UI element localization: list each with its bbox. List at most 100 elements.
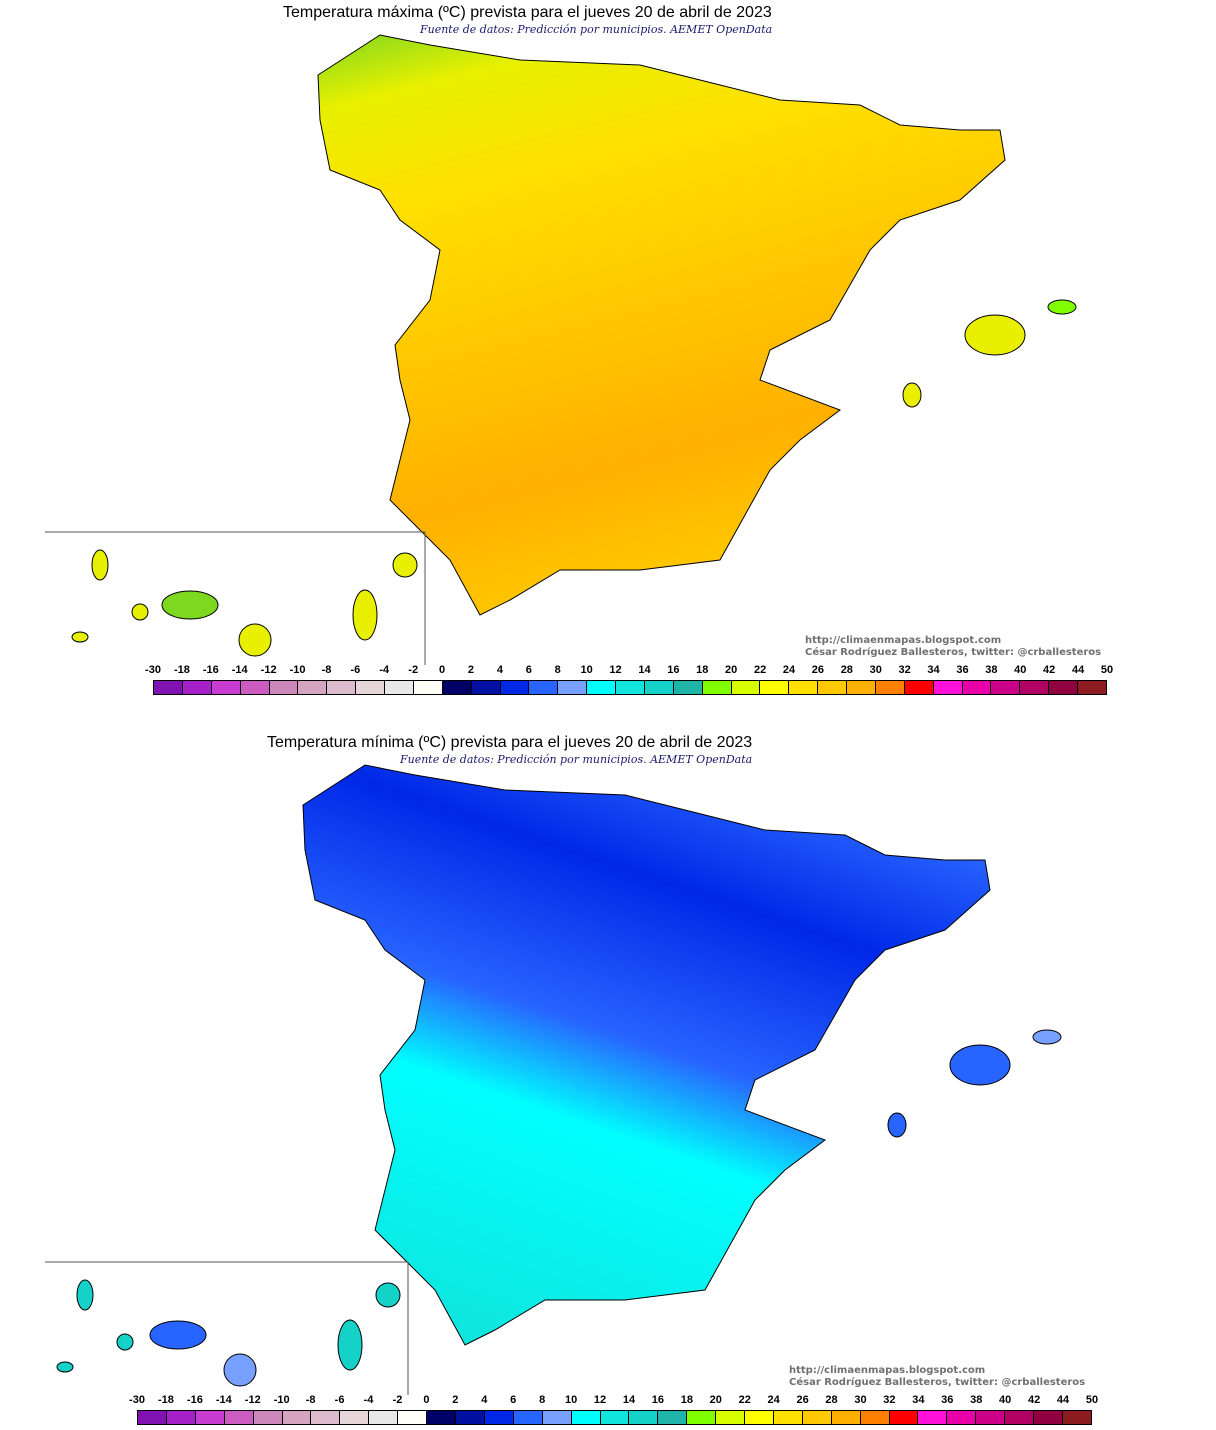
legend-swatch — [211, 681, 241, 694]
legend-label: -14 — [215, 1394, 232, 1406]
legend-swatch — [356, 681, 385, 694]
legend-label: -12 — [260, 664, 277, 676]
legend-swatch — [1005, 1411, 1035, 1424]
balearic-ibiza — [887, 1112, 907, 1138]
legend-label: -16 — [186, 1394, 203, 1406]
credit-min: http://climaenmapas.blogspot.com César R… — [789, 1365, 1085, 1389]
legend-label: 28 — [840, 664, 853, 676]
legend-label: 50 — [1085, 1394, 1099, 1406]
legend-swatch — [1020, 681, 1050, 694]
legend-swatch — [802, 1411, 832, 1424]
legend-swatch — [716, 1411, 746, 1424]
legend-label: 12 — [609, 664, 622, 676]
legend-swatch — [471, 681, 501, 694]
legend-label: 16 — [651, 1394, 665, 1406]
legend-swatch — [600, 1411, 630, 1424]
canary-inset-frame — [45, 1261, 409, 1395]
credit-max: http://climaenmapas.blogspot.com César R… — [805, 635, 1101, 659]
legend-label: 44 — [1056, 1394, 1070, 1406]
legend-swatch — [427, 1411, 456, 1424]
balearic-menorca — [1032, 1029, 1062, 1045]
spain-map-min — [45, 764, 1062, 1395]
balearic-mallorca — [949, 1044, 1011, 1086]
legend-swatch — [398, 1411, 428, 1424]
legend-label: 12 — [593, 1394, 607, 1406]
legend-label: 22 — [753, 664, 767, 676]
legend-swatch — [687, 1411, 717, 1424]
legend-swatch — [327, 681, 357, 694]
canary-inset-frame — [45, 531, 426, 665]
legend-swatch — [976, 1411, 1006, 1424]
legend-swatch — [253, 1411, 283, 1424]
balearic-ibiza — [902, 382, 922, 408]
legend-swatch — [889, 1411, 919, 1424]
legend-swatch — [1034, 1411, 1063, 1424]
legend-label: -8 — [321, 664, 332, 676]
legend-swatch — [542, 1411, 572, 1424]
legend-label: 44 — [1071, 664, 1085, 676]
map-source-min: Fuente de datos: Predicción por municipi… — [400, 753, 753, 766]
legend-swatch — [933, 681, 963, 694]
legend-swatch — [1078, 681, 1106, 694]
legend-swatch — [195, 1411, 225, 1424]
legend-label: -6 — [350, 664, 361, 676]
legend-label: 4 — [481, 1394, 488, 1406]
credit-author: César Rodríguez Ballesteros, twitter: @c… — [805, 647, 1102, 658]
legend-label: 50 — [1100, 664, 1114, 676]
credit-url[interactable]: http://climaenmapas.blogspot.com — [789, 1365, 986, 1376]
legend-label: -16 — [202, 664, 219, 676]
legend-swatch — [616, 681, 645, 694]
legend-label: 40 — [1014, 664, 1027, 676]
credit-url[interactable]: http://climaenmapas.blogspot.com — [805, 635, 1002, 646]
legend-swatch — [311, 1411, 341, 1424]
legend-label: 20 — [725, 664, 738, 676]
legend-label: 22 — [738, 1394, 751, 1406]
legend-swatch — [875, 681, 905, 694]
legend-label: 26 — [796, 1394, 809, 1406]
legend-label: -2 — [392, 1394, 403, 1406]
map-title-max: Temperatura máxima (ºC) prevista para el… — [283, 4, 772, 21]
legend-swatch — [745, 1411, 774, 1424]
legend-label: 10 — [580, 664, 593, 676]
legend-label: 6 — [525, 664, 532, 676]
legend-swatch — [847, 681, 876, 694]
legend-swatch — [860, 1411, 890, 1424]
legend-max: -30 -18 -16 -14 -12 -10 -8 -6 -4 -2 0 2 4 6 8 10 12 14 16 1… — [145, 664, 1113, 695]
legend-label: 6 — [510, 1394, 517, 1406]
balearic-menorca — [1047, 299, 1077, 315]
legend-min: -30 -18 -16 -14 -12 -10 -8 -6 -4 -2 0 2 4 6 8 10 12 14 16 1… — [129, 1394, 1098, 1425]
legend-labels: -30 -18 -16 -14 -12 -10 -8 -6 -4 -2 0 2 4 6 8 10 12 14 16 1… — [145, 664, 1113, 678]
legend-label: 38 — [985, 664, 998, 676]
legend-swatch — [658, 1411, 688, 1424]
legend-swatch — [644, 681, 674, 694]
legend-label: 36 — [941, 1394, 954, 1406]
legend-label: 40 — [999, 1394, 1012, 1406]
legend-swatch — [282, 1411, 312, 1424]
legend-swatch — [154, 681, 183, 694]
legend-swatch — [340, 1411, 370, 1424]
legend-swatch — [224, 1411, 254, 1424]
legend-label: 42 — [1043, 664, 1056, 676]
legend-label: -12 — [244, 1394, 261, 1406]
legend-swatch — [529, 681, 559, 694]
legend-label: -18 — [157, 1394, 174, 1406]
legend-color-bar — [153, 680, 1107, 695]
legend-swatch — [991, 681, 1021, 694]
spain-map-max — [45, 34, 1077, 665]
legend-swatch — [558, 681, 588, 694]
legend-label: 14 — [622, 1394, 636, 1406]
legend-swatch — [182, 681, 212, 694]
legend-label: 18 — [696, 664, 709, 676]
legend-label: -10 — [289, 664, 306, 676]
legend-label: -30 — [129, 1394, 145, 1406]
legend-swatch — [269, 681, 299, 694]
legend-label: 32 — [883, 1394, 896, 1406]
legend-label: 2 — [467, 664, 475, 676]
legend-label: 24 — [782, 664, 796, 676]
legend-swatch — [298, 681, 328, 694]
legend-color-bar — [137, 1410, 1092, 1425]
legend-label: -18 — [173, 664, 190, 676]
legend-label: 2 — [452, 1394, 459, 1406]
legend-swatch — [455, 1411, 485, 1424]
legend-label: 0 — [439, 664, 446, 676]
